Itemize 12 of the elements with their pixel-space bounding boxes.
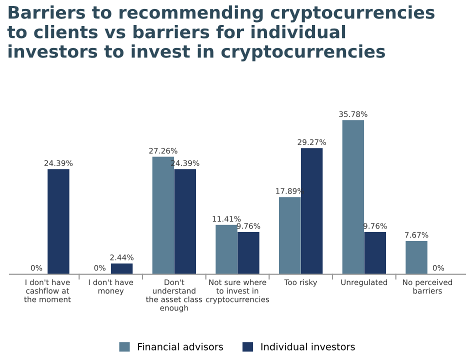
legend-label: Financial advisors bbox=[138, 342, 224, 350]
bar bbox=[110, 263, 133, 274]
bar bbox=[342, 120, 364, 274]
legend-label: Individual investors bbox=[261, 342, 355, 350]
bar bbox=[278, 197, 301, 274]
chart-title: Barriers to recommending cryptocurrencies to clients vs barriers for individual investors to invest in cryptocurrencies bbox=[7, 5, 434, 62]
bar bbox=[216, 224, 238, 274]
bar bbox=[48, 169, 70, 274]
bar bbox=[364, 232, 386, 274]
bar bbox=[406, 240, 428, 274]
bar bbox=[238, 232, 260, 274]
bar bbox=[174, 169, 196, 274]
